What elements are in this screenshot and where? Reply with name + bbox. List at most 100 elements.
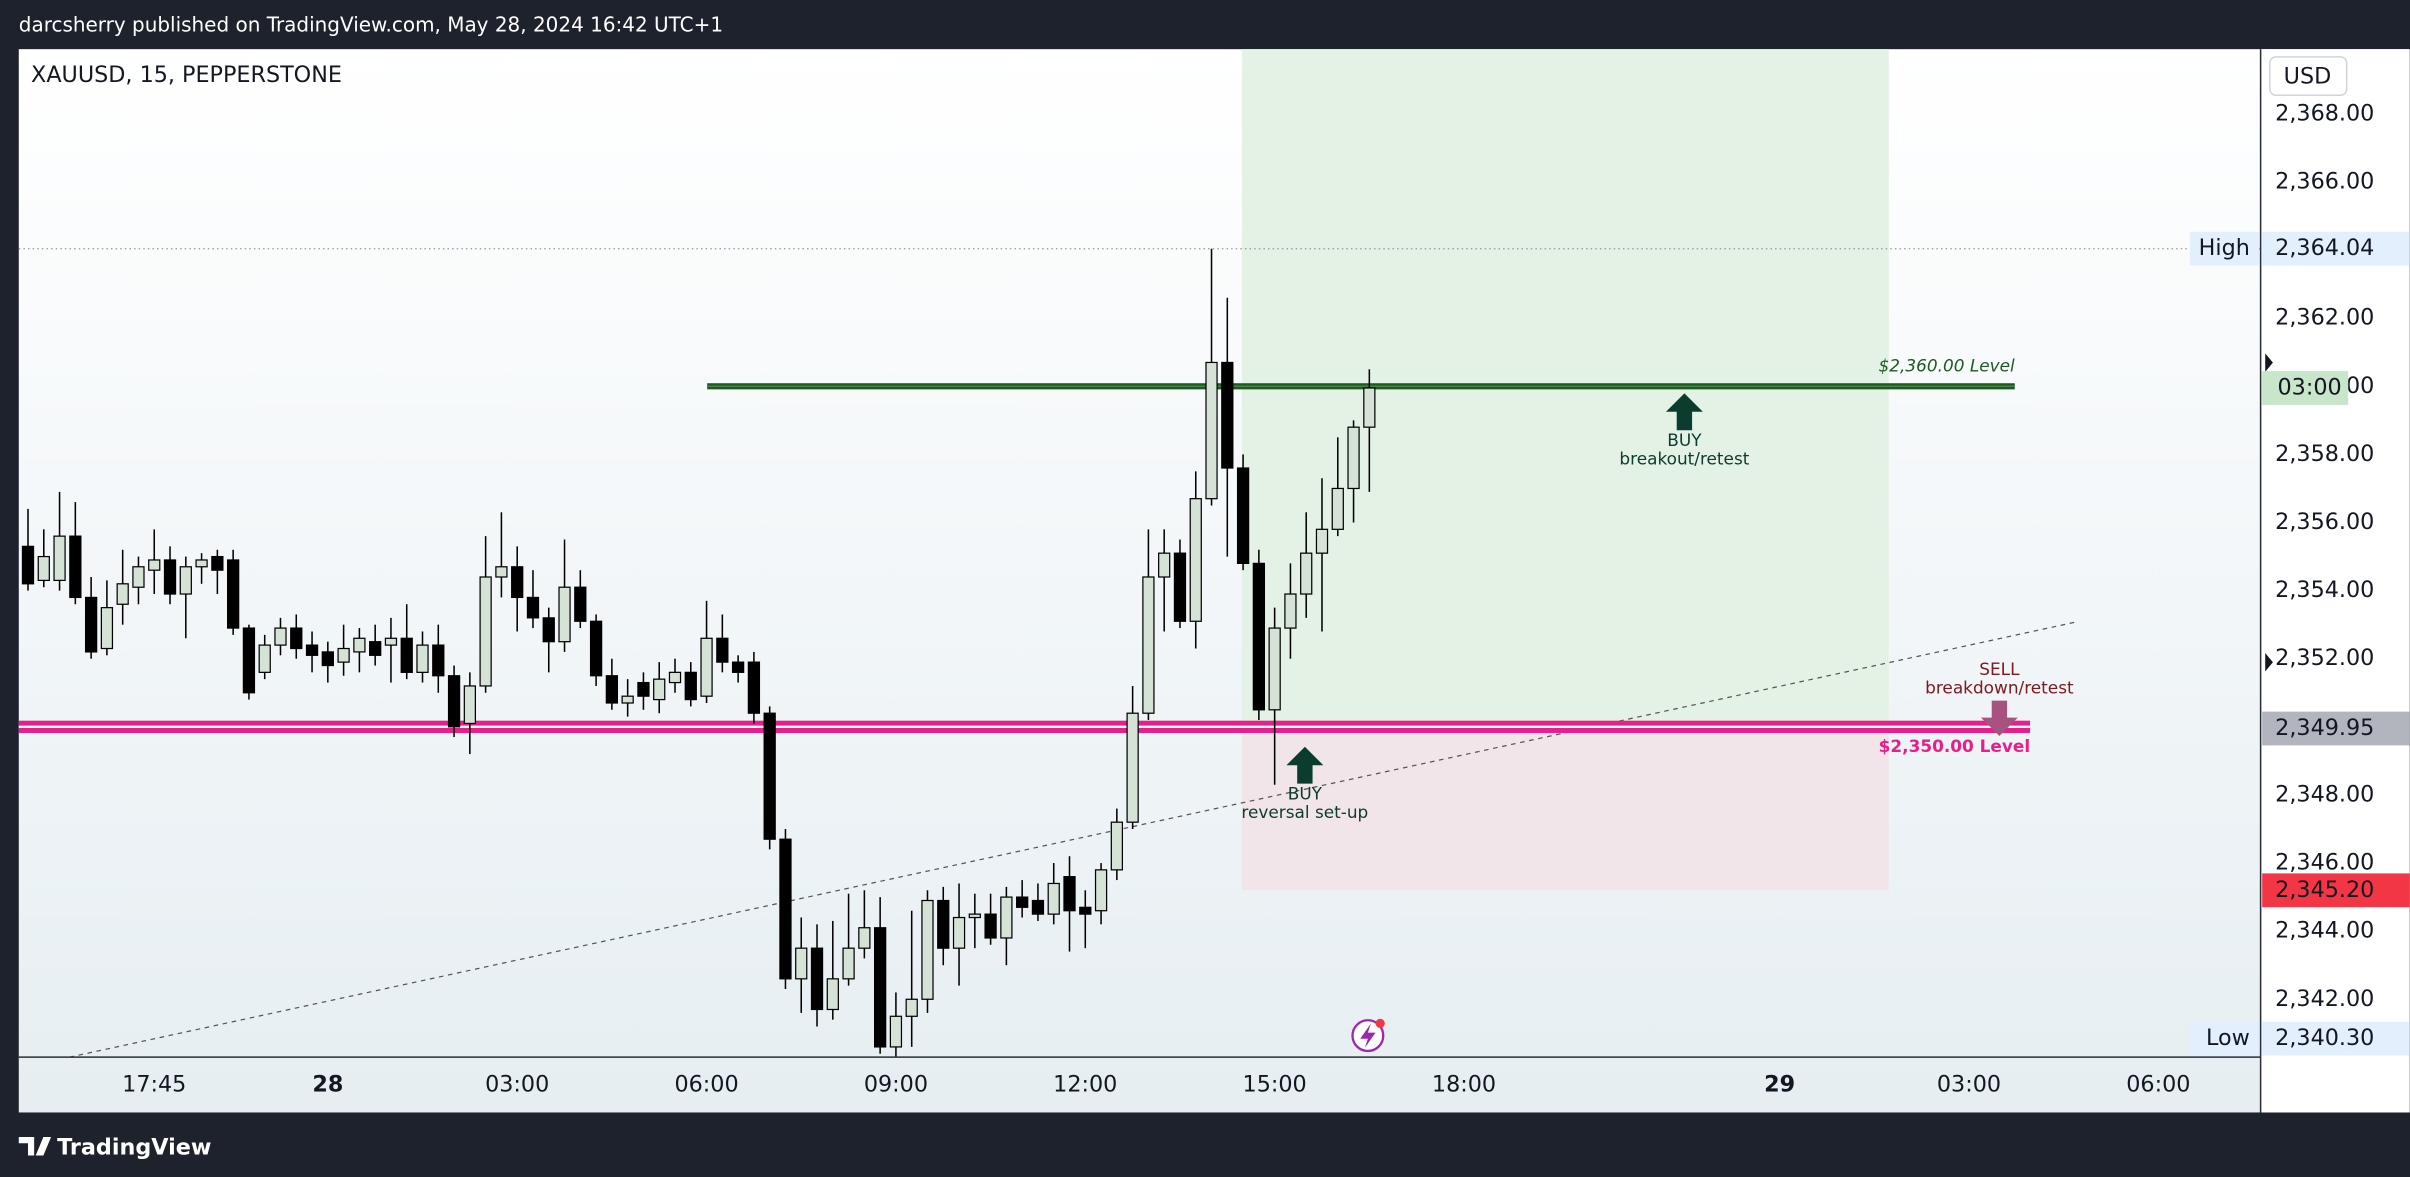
candle-body [242, 627, 256, 694]
high-price-label: 2,364.04 [2275, 235, 2374, 261]
chart-area [18, 49, 2410, 1113]
y-tick-label: 2,342.00 [2275, 986, 2374, 1012]
candle-body [1315, 528, 1329, 554]
low-price-label: 2,340.30 [2275, 1025, 2374, 1051]
candle-body [463, 685, 476, 725]
candle-body [148, 559, 161, 571]
x-tick-label: 12:00 [1053, 1071, 1117, 1097]
candle-body [211, 555, 224, 571]
candle-body [226, 559, 240, 629]
candle-body [21, 545, 35, 585]
annotation-text: BUY [1667, 430, 1702, 450]
y-tick-label: 2,348.00 [2275, 781, 2374, 807]
candle-body [1300, 552, 1313, 595]
candle-body [321, 651, 334, 667]
candle-body [100, 607, 114, 650]
candle-body [116, 583, 129, 605]
x-tick-label: 18:00 [1432, 1071, 1496, 1097]
entry-price-label: 2,349.95 [2275, 715, 2374, 741]
annotation-text: BUY [1288, 783, 1323, 803]
candle-body [511, 566, 524, 599]
currency-button[interactable] [2269, 56, 2348, 97]
candle-body [258, 644, 271, 673]
high-tag-box [2189, 231, 2260, 266]
candle-body [1000, 896, 1013, 939]
annotation-text: SELL [1979, 659, 2020, 679]
candle-body [1173, 552, 1187, 622]
x-tick-label: 06:00 [674, 1071, 738, 1097]
annotation-text: reversal set-up [1241, 802, 1368, 822]
candle-body [1189, 498, 1202, 622]
candle-body [369, 641, 382, 656]
candle-body [716, 637, 729, 663]
y-tick-label: 2,366.00 [2275, 168, 2374, 194]
candle-body [1205, 361, 1218, 500]
publisher: darcsherry published on TradingView.com,… [19, 13, 723, 37]
candle-body [842, 947, 855, 980]
low-tag: Low [2206, 1025, 2250, 1051]
axes: USD 2,342.00 2,344.00 2,346.00 2,348.00 2,35… [18, 49, 2410, 1113]
candle-body [668, 671, 682, 684]
level-label: $2,350.00 Level [1879, 736, 2030, 756]
trendline [69, 621, 2075, 1058]
candle-body [163, 559, 177, 595]
candle-body [1047, 882, 1060, 915]
candle-body [700, 637, 713, 697]
x-tick-label: 06:00 [2126, 1071, 2190, 1097]
high-price-box [2262, 231, 2410, 266]
candle-body [905, 998, 918, 1017]
annotations: BUY breakout/retest BUY reversal set-up … [1241, 393, 2074, 1053]
alert-dot [1375, 1018, 1385, 1028]
candle-body [731, 661, 745, 673]
x-tick-label: 17:45 [122, 1071, 186, 1097]
candle-body [810, 947, 824, 1011]
buy-arrow [1665, 393, 1703, 431]
y-tick-label: 2,368.00 [2275, 100, 2374, 126]
candle-body [37, 555, 50, 582]
countdown-box [2262, 371, 2349, 405]
candles [21, 248, 1376, 1058]
x-tick-label: 29 [1764, 1071, 1795, 1097]
y-tick-label: 2,354.00 [2275, 577, 2374, 603]
buy-arrow [1286, 746, 1324, 784]
candle-body [747, 661, 761, 714]
axis-pointer [2265, 353, 2273, 372]
candle-body [937, 899, 950, 949]
candle-body [1284, 593, 1297, 629]
entry-price-box [2262, 711, 2410, 746]
loss-zone [1241, 728, 1889, 891]
x-tick-label: 28 [312, 1071, 343, 1097]
candle-body [353, 637, 366, 653]
candle-body [132, 566, 145, 588]
candle-body [1063, 876, 1076, 912]
annotation-text: breakdown/retest [1925, 677, 2074, 697]
sell-arrow [1980, 700, 2018, 737]
stop-price-box [2262, 873, 2410, 908]
candle-body [305, 644, 319, 656]
candle-body [479, 576, 492, 687]
countdown: 03:00 [2278, 375, 2342, 401]
candle-body [1079, 906, 1092, 915]
candle-body [1221, 361, 1234, 469]
candle-body [1094, 869, 1108, 912]
candle-body [952, 916, 966, 949]
candle-body [69, 535, 82, 599]
candle-body [605, 675, 619, 704]
candle-body [1331, 487, 1344, 530]
x-tick-label: 09:00 [864, 1071, 928, 1097]
low-price-box [2262, 1021, 2410, 1056]
candle-body [526, 596, 540, 619]
candle-body [384, 637, 398, 646]
candle-body [416, 644, 429, 673]
candle-body [589, 620, 603, 677]
currency: USD [2284, 63, 2332, 89]
candle-body [1268, 627, 1281, 711]
candle-body [274, 627, 287, 646]
price-axis-bg [2260, 49, 2410, 1113]
candle-body [684, 671, 697, 701]
candle-body [621, 695, 634, 704]
candle-body [290, 627, 303, 650]
level-label: $2,360.00 Level [1879, 355, 2016, 375]
candle-body [195, 559, 208, 568]
